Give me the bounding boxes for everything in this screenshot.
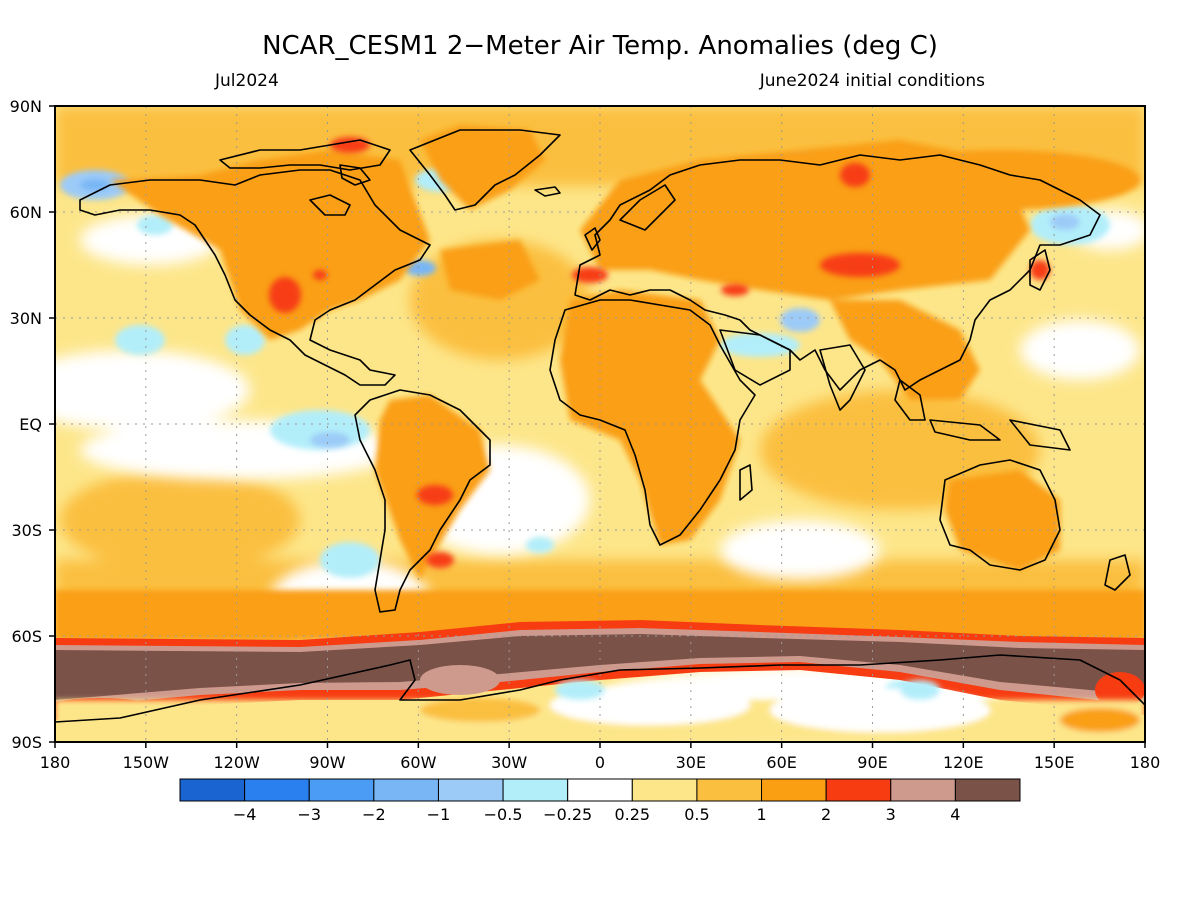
lon-tick-label: 60E — [766, 753, 796, 772]
lon-tick-label: 90E — [857, 753, 887, 772]
colorbar-swatch — [954, 778, 1021, 802]
colorbar-level-label: −2 — [362, 805, 386, 824]
coast-africa — [549, 299, 756, 546]
coast-canadian-arctic — [219, 139, 391, 171]
colorbar-swatch — [631, 778, 698, 802]
lon-tick-label: 180 — [40, 753, 71, 772]
lon-tick-label: 30E — [676, 753, 706, 772]
lat-tick-label: 30N — [10, 309, 42, 328]
lon-tick-label: 120W — [213, 753, 260, 772]
map-subtitle-right: June2024 initial conditions — [759, 71, 985, 91]
lon-tick-label: 120E — [943, 753, 984, 772]
lon-tick-label: 30W — [491, 753, 527, 772]
coast-australia — [939, 459, 1061, 571]
lon-tick-label: 60W — [400, 753, 436, 772]
longitude-axis: 180 150W 120W 90W 60W 30W 0 30E 60E 90E 120E 150E 18… — [40, 742, 1161, 772]
lat-tick-label: 60S — [11, 627, 42, 646]
map-subtitle-left: Jul2024 — [214, 71, 279, 91]
lat-tick-label: 90N — [10, 97, 42, 116]
colorbar-swatch — [696, 778, 763, 802]
coast-eurasia — [574, 154, 1101, 391]
lon-tick-label: 150W — [123, 753, 170, 772]
colorbar-level-label: −0.25 — [543, 805, 592, 824]
lat-tick-label: EQ — [19, 415, 42, 434]
colorbar-level-label: −3 — [297, 805, 321, 824]
coastlines — [55, 129, 1145, 723]
colorbar-level-label: 3 — [886, 805, 896, 824]
colorbar-swatch — [825, 778, 892, 802]
lat-tick-label: 90S — [11, 733, 42, 752]
lat-tick-label: 60N — [10, 203, 42, 222]
colorbar-swatch — [244, 778, 310, 802]
colorbar-swatch — [373, 778, 439, 802]
colorbar-level-label: 2 — [821, 805, 831, 824]
colorbar-level-label: −0.5 — [484, 805, 523, 824]
colorbar-swatch — [502, 778, 569, 802]
latitude-axis: 90N 60N 30N EQ 30S 60S 90S — [10, 97, 55, 752]
colorbar-swatch — [179, 778, 246, 802]
colorbar-level-label: −4 — [233, 805, 257, 824]
colorbar-swatch — [890, 778, 956, 802]
colorbar: −4 −3 −2 −1 −0.5 −0.25 0.25 0.5 1 2 3 4 — [179, 778, 1021, 824]
colorbar-level-label: 0.25 — [614, 805, 650, 824]
colorbar-swatch — [437, 778, 504, 802]
warm-2-3-layer — [269, 137, 1050, 568]
anomaly-field — [55, 106, 1145, 742]
colorbar-swatch — [567, 778, 633, 802]
gridlines — [55, 106, 1145, 742]
coast-greenland — [409, 129, 561, 211]
coast-south-america — [354, 389, 491, 613]
lon-tick-label: 150E — [1034, 753, 1075, 772]
colorbar-swatch — [761, 778, 827, 802]
colorbar-level-label: 0.5 — [684, 805, 709, 824]
coast-antarctica — [55, 654, 1145, 723]
map-title: NCAR_CESM1 2−Meter Air Temp. Anomalies (… — [262, 31, 938, 61]
colorbar-swatch — [308, 778, 375, 802]
coast-north-america — [79, 169, 431, 386]
colorbar-level-label: 1 — [756, 805, 766, 824]
lon-tick-label: 90W — [309, 753, 345, 772]
lon-tick-label: 0 — [595, 753, 605, 772]
colorbar-level-label: −1 — [427, 805, 451, 824]
lat-tick-label: 30S — [11, 521, 42, 540]
colorbar-level-label: 4 — [950, 805, 960, 824]
lon-tick-label: 180 — [1130, 753, 1161, 772]
